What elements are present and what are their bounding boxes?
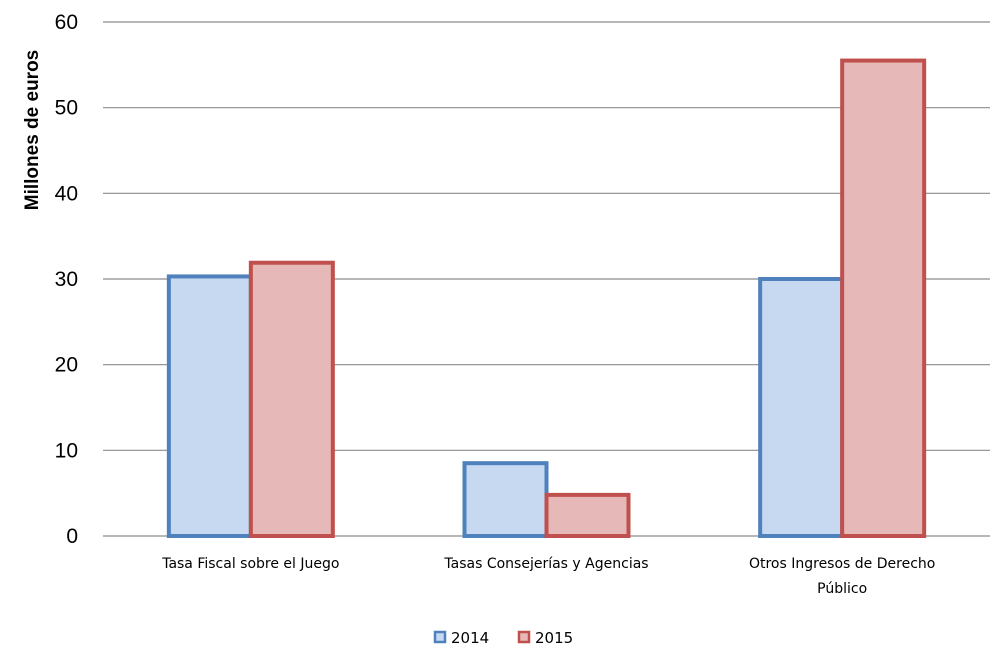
y-tick-label: 10 (55, 439, 78, 462)
legend: 2014 2015 (433, 629, 573, 647)
bar-2014-2 (758, 277, 845, 538)
bar-2014-1 (462, 461, 549, 538)
y-tick-label: 0 (66, 525, 78, 548)
bar-2015-1 (544, 492, 631, 539)
bars (166, 58, 927, 539)
x-category-label: Otros Ingresos de Derecho Público (749, 556, 935, 597)
x-category-label-line: Tasa Fiscal sobre el Juego (161, 556, 339, 572)
bar-2015-0 (248, 260, 335, 538)
y-tick-label: 50 (55, 97, 78, 120)
bar-2014-0 (166, 274, 253, 538)
y-axis-label: Millones de euros (22, 50, 43, 210)
legend-swatch-2014 (433, 630, 447, 644)
y-tick-label: 40 (55, 182, 78, 205)
bar-2015-2 (840, 58, 927, 539)
y-tick-label: 60 (55, 11, 78, 34)
y-axis-ticks: 0 10 20 30 40 50 60 (55, 11, 78, 548)
y-tick-label: 20 (55, 354, 78, 377)
x-category-label-line: Tasas Consejerías y Agencias (443, 556, 648, 572)
x-category-label: Tasas Consejerías y Agencias (443, 556, 648, 572)
y-tick-label: 30 (55, 268, 78, 291)
legend-swatch-2015 (517, 630, 531, 644)
legend-label: 2015 (535, 629, 573, 647)
x-category-label: Tasa Fiscal sobre el Juego (161, 556, 339, 572)
x-category-label-line: Público (817, 581, 867, 597)
x-axis-category-labels: Tasa Fiscal sobre el Juego Tasas Consejer… (161, 556, 935, 597)
legend-label: 2014 (451, 629, 489, 647)
x-category-label-line: Otros Ingresos de Derecho (749, 556, 935, 572)
